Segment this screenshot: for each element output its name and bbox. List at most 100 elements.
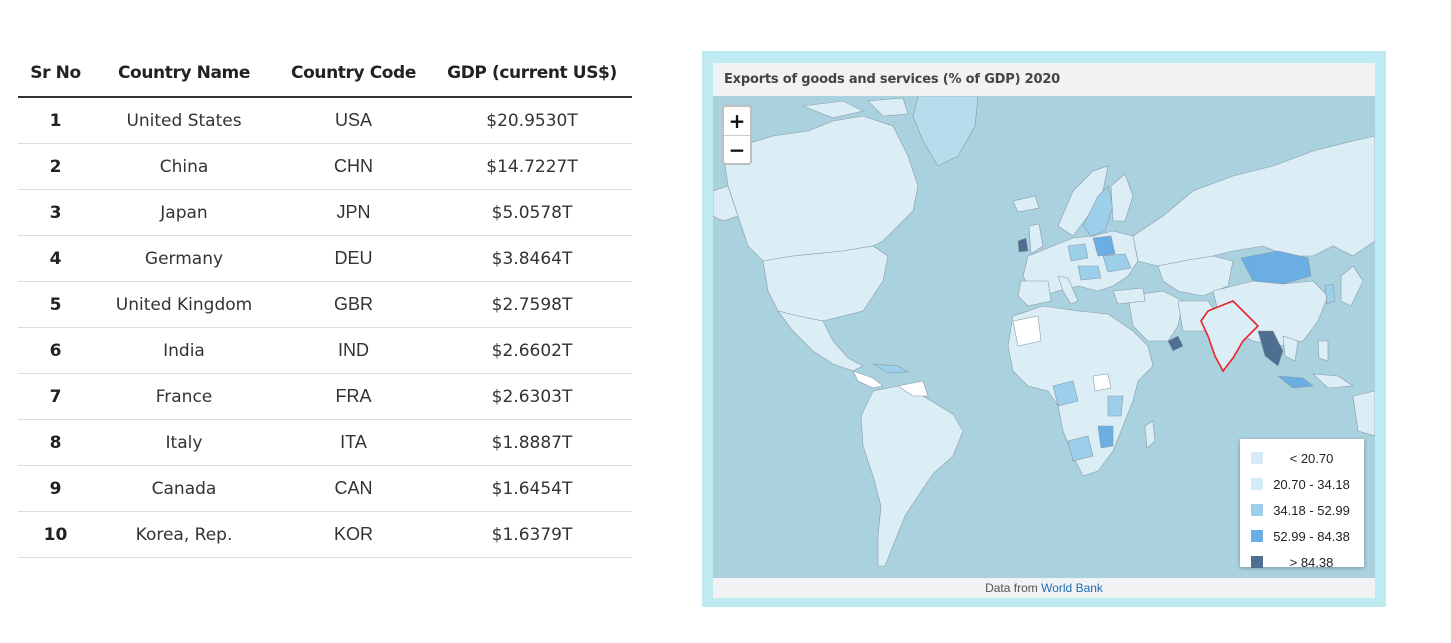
- cell-country-name: Germany: [93, 235, 275, 282]
- table-row: 6 India IND $2.6602T: [18, 327, 632, 374]
- cell-sr-no: 1: [18, 97, 93, 144]
- cell-gdp: $1.6454T: [432, 465, 632, 512]
- legend-label: 20.70 - 34.18: [1273, 476, 1350, 492]
- legend-label: 34.18 - 52.99: [1273, 502, 1350, 518]
- world-map-svg[interactable]: [713, 96, 1375, 578]
- legend-label: 52.99 - 84.38: [1273, 528, 1350, 544]
- header-country-name: Country Name: [93, 50, 275, 98]
- africa: [1007, 305, 1154, 477]
- cell-gdp: $1.6379T: [432, 511, 632, 558]
- cell-country-code: CAN: [275, 465, 432, 512]
- cell-country-name: United Kingdom: [93, 281, 275, 328]
- turkey: [1112, 287, 1146, 305]
- cell-sr-no: 2: [18, 143, 93, 190]
- map-panel: Exports of goods and services (% of GDP)…: [713, 63, 1375, 598]
- madagascar: [1144, 420, 1156, 449]
- cell-gdp: $2.6602T: [432, 327, 632, 374]
- legend-item: < 20.70: [1240, 445, 1364, 471]
- cell-gdp: $5.0578T: [432, 189, 632, 236]
- japan: [1340, 265, 1364, 307]
- table-row: 7 France FRA $2.6303T: [18, 373, 632, 420]
- table-body: 1 United States USA $20.9530T 2 China CHN $14.7…: [18, 97, 632, 558]
- middle-east: [1127, 290, 1184, 342]
- legend-item: > 84.38: [1240, 549, 1364, 575]
- header-sr-no: Sr No: [18, 50, 93, 98]
- header-country-code: Country Code: [275, 50, 432, 98]
- cell-country-code: KOR: [275, 511, 432, 558]
- italy: [1057, 275, 1079, 305]
- cell-sr-no: 3: [18, 189, 93, 236]
- legend-swatch: [1251, 504, 1263, 516]
- korea: [1324, 283, 1336, 305]
- table-header-row: Sr No Country Name Country Code GDP (cur…: [18, 50, 632, 98]
- legend-label: > 84.38: [1289, 554, 1334, 570]
- legend-item: 52.99 - 84.38: [1240, 523, 1364, 549]
- cell-sr-no: 5: [18, 281, 93, 328]
- ireland: [1017, 237, 1029, 253]
- zoom-in-button[interactable]: +: [724, 107, 750, 136]
- cell-country-name: India: [93, 327, 275, 374]
- cell-gdp: $1.8887T: [432, 419, 632, 466]
- world-bank-link[interactable]: World Bank: [1041, 581, 1103, 595]
- cell-country-code: IND: [275, 327, 432, 374]
- table-row: 10 Korea, Rep. KOR $1.6379T: [18, 511, 632, 558]
- uk: [1028, 223, 1044, 255]
- legend-swatch: [1251, 556, 1263, 568]
- gdp-table: Sr No Country Name Country Code GDP (cur…: [18, 50, 632, 558]
- map-footer: Data from World Bank: [713, 578, 1375, 598]
- cell-country-name: Italy: [93, 419, 275, 466]
- cell-country-code: DEU: [275, 235, 432, 282]
- footer-prefix: Data from: [985, 581, 1038, 595]
- table-row: 9 Canada CAN $1.6454T: [18, 465, 632, 512]
- cell-country-name: Canada: [93, 465, 275, 512]
- cell-country-code: FRA: [275, 373, 432, 420]
- finland: [1110, 173, 1134, 222]
- cell-country-name: France: [93, 373, 275, 420]
- map-title: Exports of goods and services (% of GDP)…: [724, 72, 1061, 87]
- map-widget: Exports of goods and services (% of GDP)…: [702, 51, 1386, 607]
- legend-item: 34.18 - 52.99: [1240, 497, 1364, 523]
- cell-country-name: Korea, Rep.: [93, 511, 275, 558]
- cell-country-name: Japan: [93, 189, 275, 236]
- iceland: [1012, 195, 1040, 213]
- cell-sr-no: 6: [18, 327, 93, 374]
- table-row: 8 Italy ITA $1.8887T: [18, 419, 632, 466]
- south-america: [860, 385, 964, 567]
- cell-country-code: GBR: [275, 281, 432, 328]
- cell-gdp: $3.8464T: [432, 235, 632, 282]
- cell-sr-no: 9: [18, 465, 93, 512]
- table-row: 1 United States USA $20.9530T: [18, 97, 632, 144]
- india: [1200, 300, 1260, 373]
- cell-country-code: JPN: [275, 189, 432, 236]
- cell-gdp: $2.6303T: [432, 373, 632, 420]
- table-row: 4 Germany DEU $3.8464T: [18, 235, 632, 282]
- mongolia: [1240, 250, 1312, 285]
- cell-gdp: $14.7227T: [432, 143, 632, 190]
- norway: [1057, 165, 1109, 237]
- header-gdp: GDP (current US$): [432, 50, 632, 98]
- cell-country-code: USA: [275, 97, 432, 144]
- cell-sr-no: 4: [18, 235, 93, 282]
- greenland: [912, 96, 979, 167]
- mexico: [777, 310, 864, 372]
- legend-swatch: [1251, 478, 1263, 490]
- table-row: 2 China CHN $14.7227T: [18, 143, 632, 190]
- zoom-out-button[interactable]: −: [728, 138, 746, 162]
- cell-country-code: CHN: [275, 143, 432, 190]
- legend-label: < 20.70: [1289, 450, 1334, 466]
- russia: [1132, 135, 1375, 267]
- map-legend: < 20.70 20.70 - 34.18 34.18 - 52.99 52.99 -…: [1240, 439, 1364, 570]
- cell-sr-no: 10: [18, 511, 93, 558]
- cell-gdp: $2.7598T: [432, 281, 632, 328]
- world-map[interactable]: + − < 20.70 20.70 - 34.18 34.18 - 52.99 52.…: [713, 96, 1375, 578]
- legend-item: 20.70 - 34.18: [1240, 471, 1364, 497]
- cell-country-code: ITA: [275, 419, 432, 466]
- legend-swatch: [1251, 452, 1263, 464]
- iberia: [1017, 280, 1052, 307]
- cell-country-name: China: [93, 143, 275, 190]
- cell-sr-no: 8: [18, 419, 93, 466]
- zoom-control: + −: [722, 105, 752, 165]
- canada: [722, 115, 919, 262]
- alaska: [713, 185, 739, 222]
- cell-gdp: $20.9530T: [432, 97, 632, 144]
